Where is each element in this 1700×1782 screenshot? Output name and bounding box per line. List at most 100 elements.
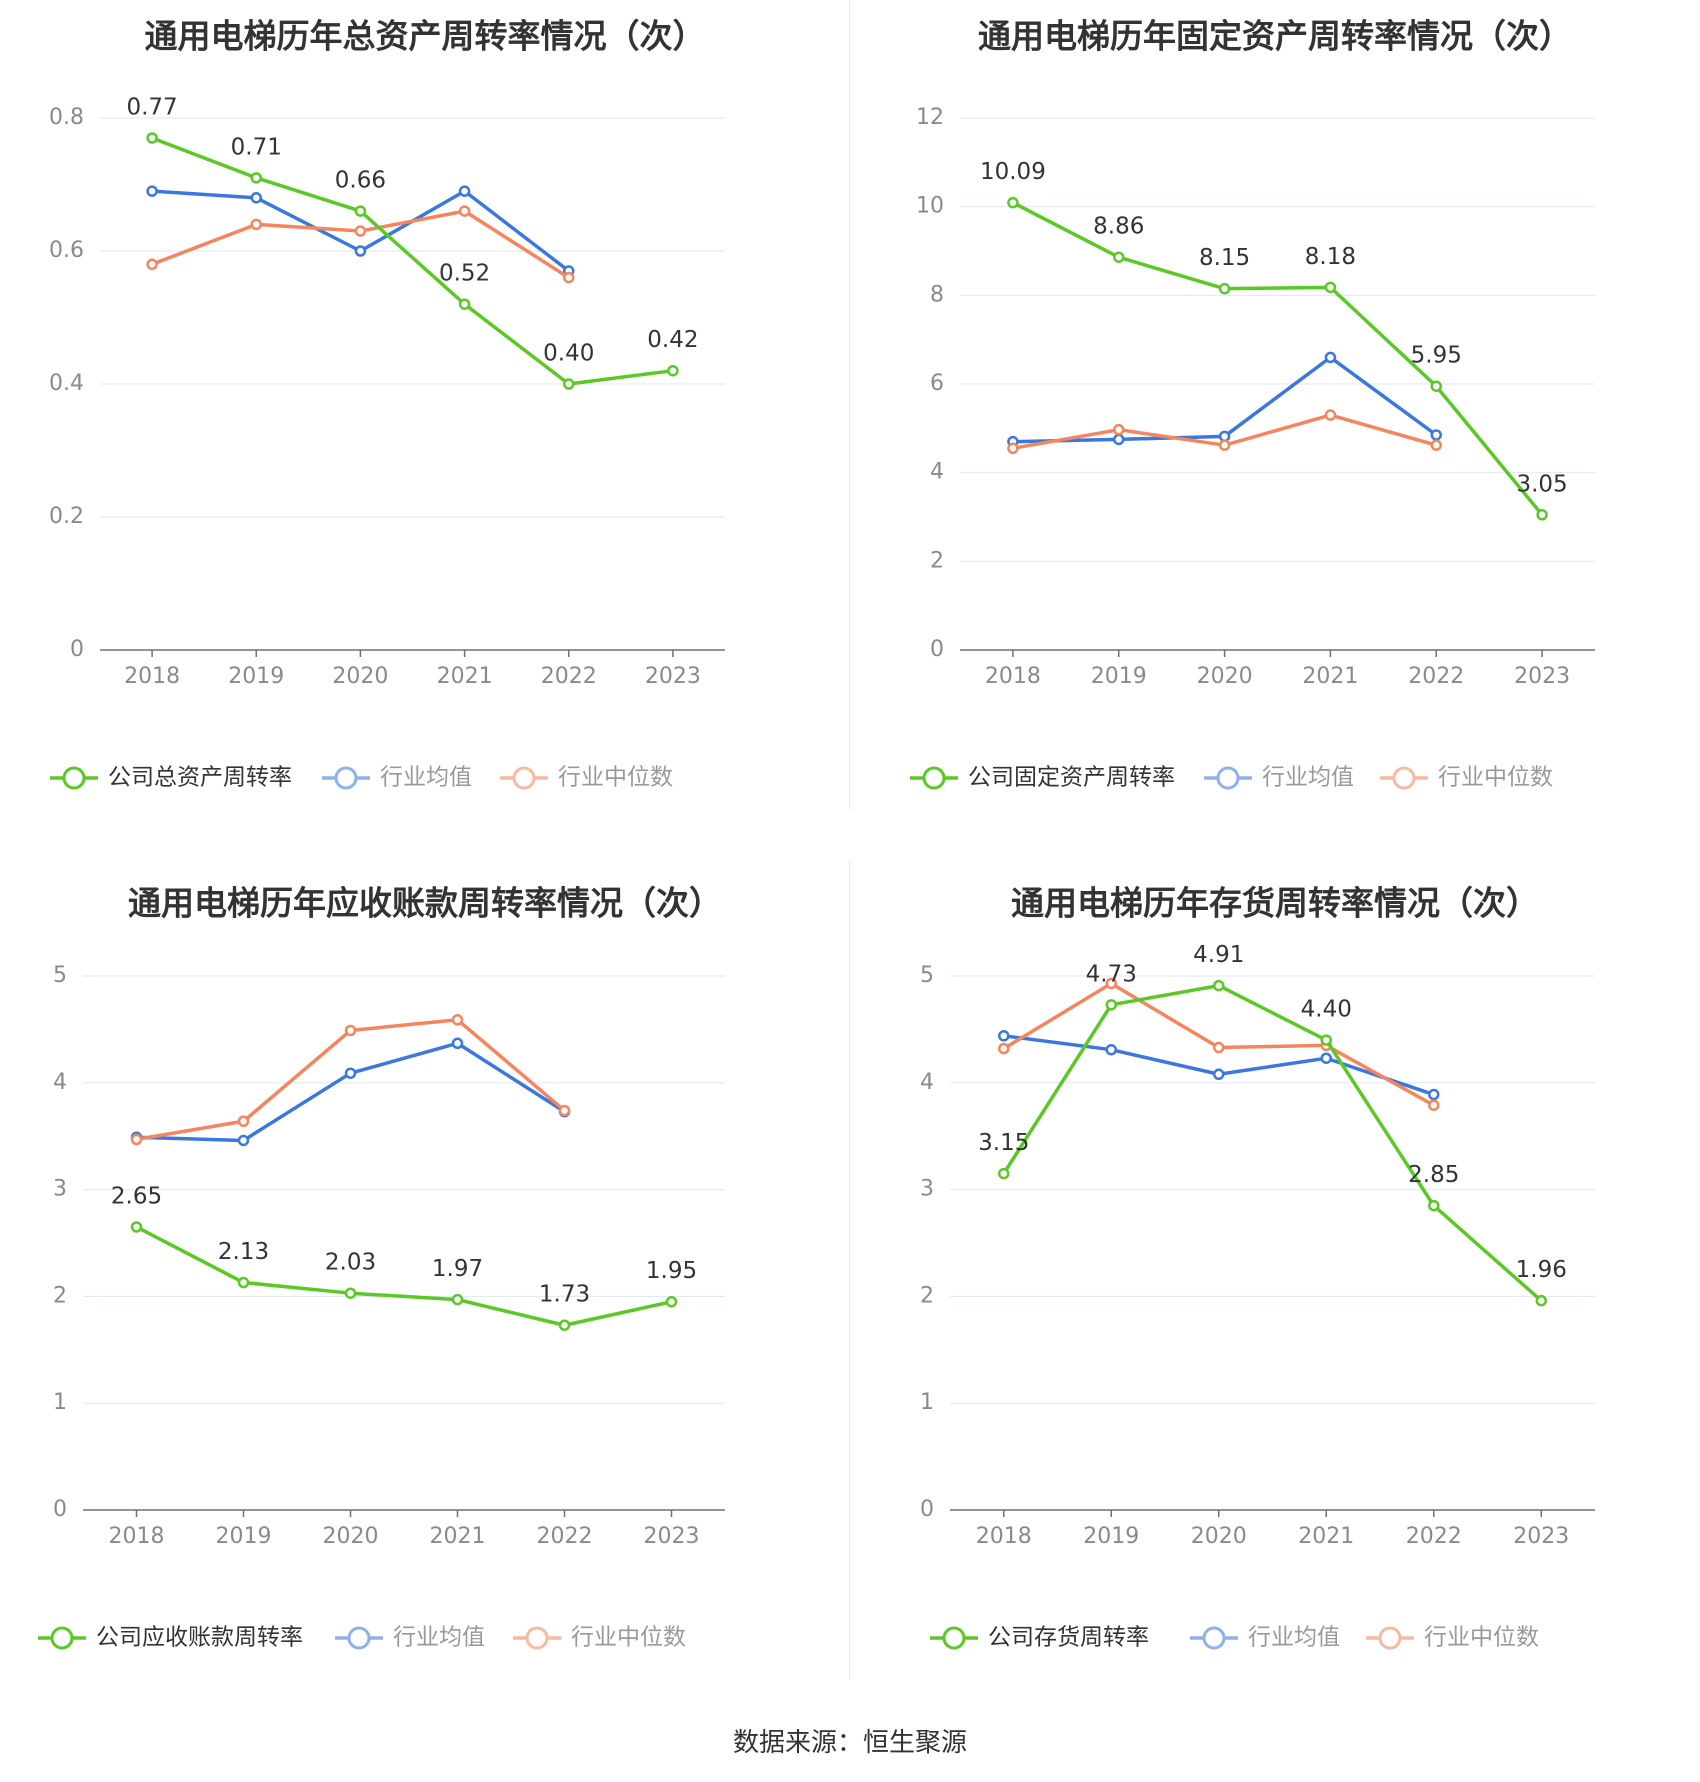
data-point-company	[451, 1293, 464, 1306]
data-point-company	[563, 378, 575, 390]
chart-panel-receivables-turnover: 通用电梯历年应收账款周转率情况（次） 0 1 2 3 4 5 2018 2019 2020 2021…	[0, 860, 850, 1720]
data-point-median	[237, 1115, 250, 1127]
x-tick-label: 2021	[1302, 664, 1358, 689]
y-tick-label: 0.4	[49, 371, 84, 396]
legend-label-company: 公司总资产周转率	[108, 765, 292, 791]
data-point-median	[1105, 977, 1117, 990]
data-label-company: 2.03	[325, 1250, 376, 1276]
y-tick-label: 6	[930, 371, 944, 396]
data-label-company: 3.15	[978, 1130, 1029, 1156]
legend-symbol-marker-company	[50, 1626, 74, 1650]
y-tick-label: 12	[916, 105, 944, 130]
data-point-company	[1213, 979, 1225, 992]
data-label-company: 1.97	[432, 1256, 483, 1282]
chart-svg-inventory-turnover: 通用电梯历年存货周转率情况（次） 0 1 2 3 4 5 2018 2019 2020 2021 20…	[920, 884, 1595, 1651]
data-point-median	[1218, 439, 1231, 451]
y-tick-label: 10	[916, 194, 944, 219]
data-point-company	[1007, 196, 1019, 209]
y-tick-label: 1	[53, 1390, 67, 1415]
panel-divider-top	[849, 0, 850, 810]
data-point-avg	[354, 245, 367, 257]
chart-title: 通用电梯历年固定资产周转率情况（次）	[978, 17, 1572, 56]
data-label-company: 0.52	[439, 261, 490, 287]
x-tick-label: 2021	[430, 1524, 486, 1549]
x-tick-label: 2019	[1083, 1524, 1139, 1549]
data-point-company	[998, 1167, 1010, 1180]
data-point-company	[130, 1221, 143, 1233]
data-point-avg	[998, 1030, 1010, 1042]
x-tick-label: 2019	[228, 664, 284, 689]
data-point-avg	[1213, 1068, 1225, 1081]
data-point-company	[1113, 251, 1125, 263]
data-point-company	[1536, 509, 1548, 521]
data-point-avg	[237, 1134, 250, 1147]
legend-symbol-marker-company	[942, 1626, 966, 1650]
data-point-avg	[146, 185, 158, 197]
legend-symbol-marker-median	[1378, 1626, 1402, 1650]
data-label-company: 8.15	[1199, 245, 1250, 271]
data-point-median	[344, 1024, 357, 1037]
data-label-company: 5.95	[1411, 343, 1462, 369]
x-tick-label: 2020	[1191, 1524, 1247, 1549]
data-point-median	[354, 225, 367, 237]
legend-label-avg: 行业均值	[1262, 765, 1354, 791]
legend-label-company: 公司存货周转率	[988, 1625, 1149, 1651]
legend-symbol-marker-company	[62, 766, 86, 790]
chart-title: 通用电梯历年总资产周转率情况（次）	[145, 17, 706, 56]
data-point-company	[237, 1276, 250, 1289]
data-point-company	[344, 1287, 357, 1299]
x-tick-label: 2022	[537, 1524, 593, 1549]
data-point-median	[146, 258, 158, 271]
data-label-company: 0.40	[543, 341, 594, 367]
data-point-avg	[1320, 1052, 1332, 1064]
x-tick-label: 2023	[1513, 1524, 1569, 1549]
chart-svg-fixed-asset-turnover: 通用电梯历年固定资产周转率情况（次） 0 2 4 6 8 10 12 2018 2019 2020 2…	[910, 17, 1595, 791]
y-tick-label: 3	[920, 1177, 934, 1202]
data-point-median	[563, 271, 575, 284]
y-tick-label: 2	[930, 548, 944, 573]
x-tick-label: 2023	[645, 664, 701, 689]
x-tick-label: 2022	[1406, 1524, 1462, 1549]
data-label-company: 3.05	[1516, 471, 1567, 497]
data-point-median	[458, 205, 471, 217]
data-label-company: 8.18	[1305, 244, 1356, 270]
series-line-avg	[1012, 355, 1438, 444]
legend-symbol-marker-company	[922, 766, 946, 790]
data-label-company: 2.13	[218, 1239, 269, 1265]
data-point-median	[1113, 423, 1125, 436]
data-point-median	[1007, 442, 1019, 455]
y-tick-label: 4	[53, 1070, 67, 1095]
y-tick-label: 4	[930, 460, 944, 485]
data-point-median	[1430, 439, 1442, 451]
y-tick-label: 5	[920, 963, 934, 988]
data-point-company	[1428, 1199, 1440, 1212]
y-tick-label: 0.8	[49, 105, 84, 130]
data-label-company: 0.77	[126, 94, 177, 120]
y-tick-label: 0.6	[49, 238, 84, 263]
data-point-company	[1324, 281, 1337, 294]
x-tick-label: 2023	[1514, 664, 1570, 689]
y-tick-label: 2	[920, 1283, 934, 1308]
data-point-median	[558, 1104, 571, 1117]
series-line-company	[1002, 983, 1543, 1302]
legend-symbol-marker-median	[512, 766, 536, 790]
data-point-avg	[458, 185, 471, 197]
legend-symbol-marker-avg	[1202, 1626, 1226, 1650]
chart-panel-total-asset-turnover: 通用电梯历年总资产周转率情况（次） 0 0.2 0.4 0.6 0.8 2018 2019 20…	[0, 0, 850, 860]
data-point-company	[458, 298, 471, 310]
x-tick-label: 2022	[541, 664, 597, 689]
y-tick-label: 0.2	[49, 504, 84, 529]
data-label-company: 4.91	[1193, 942, 1244, 968]
legend-symbol-marker-avg	[347, 1626, 371, 1650]
chart-panel-fixed-asset-turnover: 通用电梯历年固定资产周转率情况（次） 0 2 4 6 8 10 12 2018 2019 2020 2…	[850, 0, 1700, 860]
x-tick-label: 2019	[216, 1524, 272, 1549]
y-tick-label: 0	[53, 1497, 67, 1522]
y-tick-label: 0	[930, 637, 944, 662]
data-point-company	[354, 205, 367, 217]
data-point-company	[1320, 1034, 1332, 1046]
legend-label-median: 行业中位数	[1438, 765, 1553, 791]
data-point-median	[1428, 1099, 1440, 1111]
data-label-company: 0.71	[231, 134, 282, 160]
x-tick-label: 2018	[124, 664, 180, 689]
data-point-avg	[250, 192, 262, 204]
